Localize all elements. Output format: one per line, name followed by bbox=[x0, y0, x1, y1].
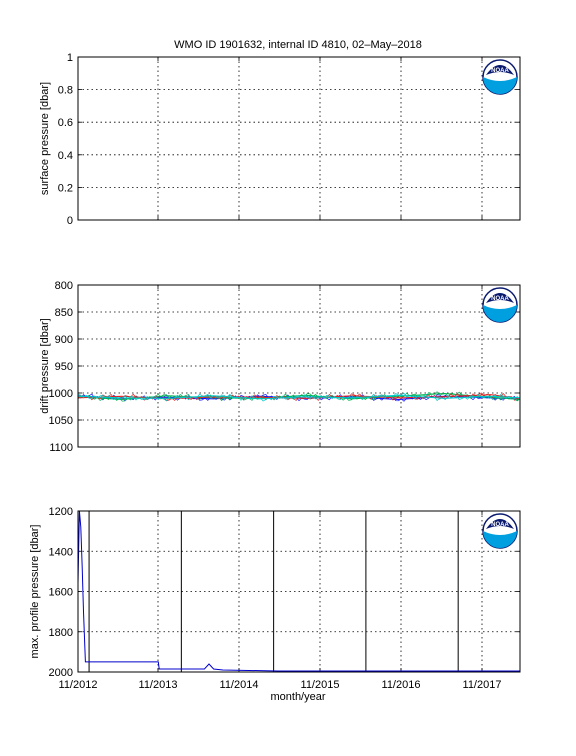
noaa-logo-icon: NOAA bbox=[482, 287, 518, 323]
panels: 0 0.2 0.4 0.6 0.8 1 surface pressure [dbar] NOA… bbox=[29, 52, 521, 691]
x-tick-label: 11/2014 bbox=[220, 679, 259, 691]
series-line-detail bbox=[78, 392, 520, 402]
y-tick-label: 1600 bbox=[49, 587, 73, 599]
y-tick-label: 900 bbox=[55, 334, 73, 346]
series-line bbox=[78, 394, 520, 400]
y-tick-label: 1100 bbox=[49, 442, 73, 454]
noaa-logo-icon: NOAA bbox=[482, 59, 518, 95]
plot-area-border bbox=[77, 510, 521, 673]
y-tick-label: 1200 bbox=[49, 506, 73, 518]
x-tick-label: 11/2015 bbox=[301, 679, 340, 691]
y-tick-label: 1000 bbox=[49, 388, 73, 400]
x-tick-label: 11/2017 bbox=[463, 679, 502, 691]
y-tick-label: 0.6 bbox=[58, 117, 73, 129]
y-axis-label: surface pressure [dbar] bbox=[39, 82, 51, 195]
y-tick-label: 800 bbox=[55, 280, 73, 292]
y-tick-label: 0.2 bbox=[58, 182, 73, 194]
plot-area-border bbox=[77, 56, 521, 221]
chart-panel-1: 0 0.2 0.4 0.6 0.8 1 surface pressure [dbar] NOA… bbox=[39, 52, 521, 227]
series-line bbox=[78, 511, 520, 672]
y-axis-label: max. profile pressure [dbar] bbox=[29, 525, 41, 659]
y-tick-label: 2000 bbox=[49, 667, 73, 679]
chart-panel-3: 1200 1400 1600 1800 2000 max. profile pressur… bbox=[29, 506, 521, 679]
noaa-logo-icon: NOAA bbox=[482, 513, 518, 549]
noaa-logo-text: NOAA bbox=[491, 68, 509, 74]
noaa-logo-text: NOAA bbox=[491, 296, 509, 302]
x-tick-label: 11/2016 bbox=[382, 679, 421, 691]
noaa-logo-text: NOAA bbox=[491, 522, 509, 528]
y-tick-label: 850 bbox=[55, 307, 73, 319]
figure-title: WMO ID 1901632, internal ID 4810, 02–May… bbox=[174, 39, 422, 51]
x-tick-label: 11/2012 bbox=[59, 679, 98, 691]
y-tick-label: 1050 bbox=[49, 415, 73, 427]
x-tick-label: 11/2013 bbox=[139, 679, 178, 691]
y-tick-label: 1800 bbox=[49, 627, 73, 639]
y-axis-label: drift pressure [dbar] bbox=[39, 318, 51, 413]
y-tick-label: 950 bbox=[55, 361, 73, 373]
y-tick-label: 0 bbox=[67, 215, 73, 227]
y-tick-label: 1 bbox=[67, 52, 73, 64]
y-tick-label: 1400 bbox=[49, 546, 73, 558]
plot-area-border bbox=[77, 284, 521, 448]
chart-panel-2: 800 850 900 950 1000 1050 1100 drift pressure [… bbox=[39, 280, 521, 454]
x-axis-label: month/year bbox=[270, 691, 325, 703]
y-tick-label: 0.4 bbox=[58, 150, 73, 162]
y-tick-label: 0.8 bbox=[58, 85, 73, 97]
